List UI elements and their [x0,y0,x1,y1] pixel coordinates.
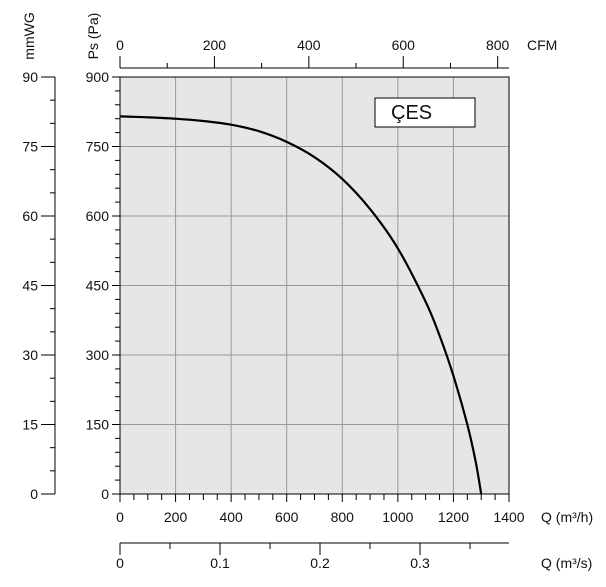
pa-tick-label: 0 [101,486,109,502]
m3h-tick-label: 1200 [438,509,469,525]
mmwg-axis-title: mmWG [21,12,37,59]
m3s-tick-label: 0.2 [310,555,330,571]
mmwg-tick-label: 30 [22,347,38,363]
pa-tick-label: 750 [86,139,110,155]
m3s-axis-title: Q (m³/s) [541,555,592,571]
cfm-tick-label: 800 [486,37,510,53]
series-line-ces [119,115,483,495]
cfm-tick-label: 400 [297,37,321,53]
m3h-tick-label: 600 [275,509,299,525]
m3s-tick-label: 0.3 [410,555,430,571]
mmwg-tick-label: 60 [22,208,38,224]
pa-tick-label: 300 [86,347,110,363]
mmwg-tick-label: 15 [22,417,38,433]
cfm-tick-label: 600 [392,37,416,53]
mmwg-tick-label: 0 [30,486,38,502]
mmwg-tick-label: 45 [22,278,38,294]
m3h-tick-label: 0 [116,509,124,525]
pa-tick-label: 900 [86,69,110,85]
pa-tick-label: 150 [86,417,110,433]
mmwg-tick-label: 90 [22,69,38,85]
m3h-tick-label: 1400 [493,509,524,525]
cfm-tick-label: 200 [203,37,227,53]
legend-box [374,97,476,128]
m3h-axis-title: Q (m³/h) [541,509,593,525]
m3s-tick-label: 0.1 [210,555,230,571]
legend-label: ÇES [391,102,432,124]
cfm-axis-title: CFM [527,37,557,53]
cfm-tick-label: 0 [116,37,124,53]
pa-tick-label: 600 [86,208,110,224]
pa-tick-label: 450 [86,278,110,294]
m3h-tick-label: 200 [164,509,188,525]
m3h-tick-label: 1000 [382,509,413,525]
mmwg-tick-label: 75 [22,139,38,155]
m3h-tick-label: 800 [331,509,355,525]
m3h-tick-label: 400 [219,509,243,525]
m3s-tick-label: 0 [116,555,124,571]
pa-axis-title: Ps (Pa) [85,13,101,60]
